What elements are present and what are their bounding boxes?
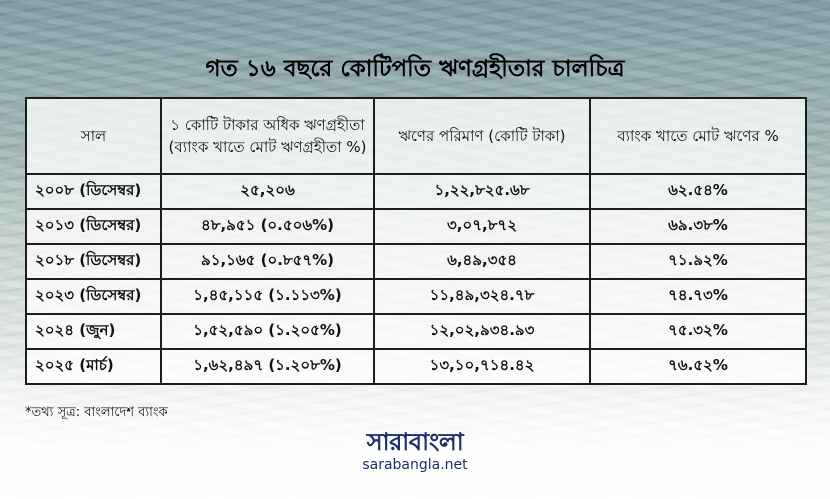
cell-share: ৭১.৯২%: [589, 243, 807, 280]
page-title: গত ১৬ বছরে কোটিপতি ঋণগ্রহীতার চালচিত্র: [205, 56, 625, 82]
cell-share: ৬২.৫৪%: [589, 173, 807, 210]
table-row: ২০১৩ (ডিসেম্বর) ৪৮,৯৫১ (০.৫০৬%) ৩,০৭,৮৭২…: [25, 208, 807, 245]
cell-borrowers: ১,৬২,৪৯৭ (১.২০৮%): [160, 348, 375, 385]
cell-year: ২০১৮ (ডিসেম্বর): [25, 243, 162, 280]
cell-year: ২০২৪ (জুন): [25, 313, 162, 350]
cell-share: ৬৯.৩৮%: [589, 208, 807, 245]
cell-amount: ১,২২,৮২৫.৬৮: [373, 173, 591, 210]
header-borrowers: ১ কোটি টাকার অধিক ঋণগ্রহীতা (ব্যাংক খাতে…: [160, 97, 375, 175]
logo-url: sarabangla.net: [362, 457, 468, 473]
data-table-container: সাল ১ কোটি টাকার অধিক ঋণগ্রহীতা (ব্যাংক …: [25, 97, 807, 385]
cell-amount: ১২,০২,৯৩৪.৯৩: [373, 313, 591, 350]
header-year: সাল: [25, 97, 162, 175]
table-row: ২০২৫ (মার্চ) ১,৬২,৪৯৭ (১.২০৮%) ১৩,১০,৭১৪…: [25, 348, 807, 385]
cell-borrowers: ৯১,১৬৫ (০.৮৫৭%): [160, 243, 375, 280]
cell-share: ৭৬.৫২%: [589, 348, 807, 385]
cell-amount: ১১,৪৯,৩২৪.৭৮: [373, 278, 591, 315]
header-amount: ঋণের পরিমাণ (কোটি টাকা): [373, 97, 591, 175]
cell-year: ২০২৫ (মার্চ): [25, 348, 162, 385]
cell-amount: ৩,০৭,৮৭২: [373, 208, 591, 245]
cell-borrowers: ৪৮,৯৫১ (০.৫০৬%): [160, 208, 375, 245]
cell-amount: ৬,৪৯,৩৫৪: [373, 243, 591, 280]
logo-wordmark: সারাবাংলা: [366, 428, 464, 456]
data-table: সাল ১ কোটি টাকার অধিক ঋণগ্রহীতা (ব্যাংক …: [25, 97, 807, 385]
header-share: ব্যাংক খাতে মোট ঋণের %: [589, 97, 807, 175]
table-row: ২০০৮ (ডিসেম্বর) ২৫,২০৬ ১,২২,৮২৫.৬৮ ৬২.৫৪…: [25, 173, 807, 210]
cell-year: ২০১৩ (ডিসেম্বর): [25, 208, 162, 245]
cell-amount: ১৩,১০,৭১৪.৪২: [373, 348, 591, 385]
cell-borrowers: ২৫,২০৬: [160, 173, 375, 210]
table-row: ২০১৮ (ডিসেম্বর) ৯১,১৬৫ (০.৮৫৭%) ৬,৪৯,৩৫৪…: [25, 243, 807, 280]
cell-borrowers: ১,৪৫,১১৫ (১.১১৩%): [160, 278, 375, 315]
sarabangla-logo: সারাবাংলা sarabangla.net: [340, 428, 490, 474]
cell-year: ২০০৮ (ডিসেম্বর): [25, 173, 162, 210]
table-row: ২০২৪ (জুন) ১,৫২,৫৯০ (১.২০৫%) ১২,০২,৯৩৪.৯…: [25, 313, 807, 350]
table-row: ২০২৩ (ডিসেম্বর) ১,৪৫,১১৫ (১.১১৩%) ১১,৪৯,…: [25, 278, 807, 315]
table-header-row: সাল ১ কোটি টাকার অধিক ঋণগ্রহীতা (ব্যাংক …: [25, 97, 807, 175]
cell-share: ৭৪.৭৩%: [589, 278, 807, 315]
cell-borrowers: ১,৫২,৫৯০ (১.২০৫%): [160, 313, 375, 350]
cell-share: ৭৫.৩২%: [589, 313, 807, 350]
cell-year: ২০২৩ (ডিসেম্বর): [25, 278, 162, 315]
source-note: *তথ্য সূত্র: বাংলাদেশ ব্যাংক: [25, 405, 168, 420]
